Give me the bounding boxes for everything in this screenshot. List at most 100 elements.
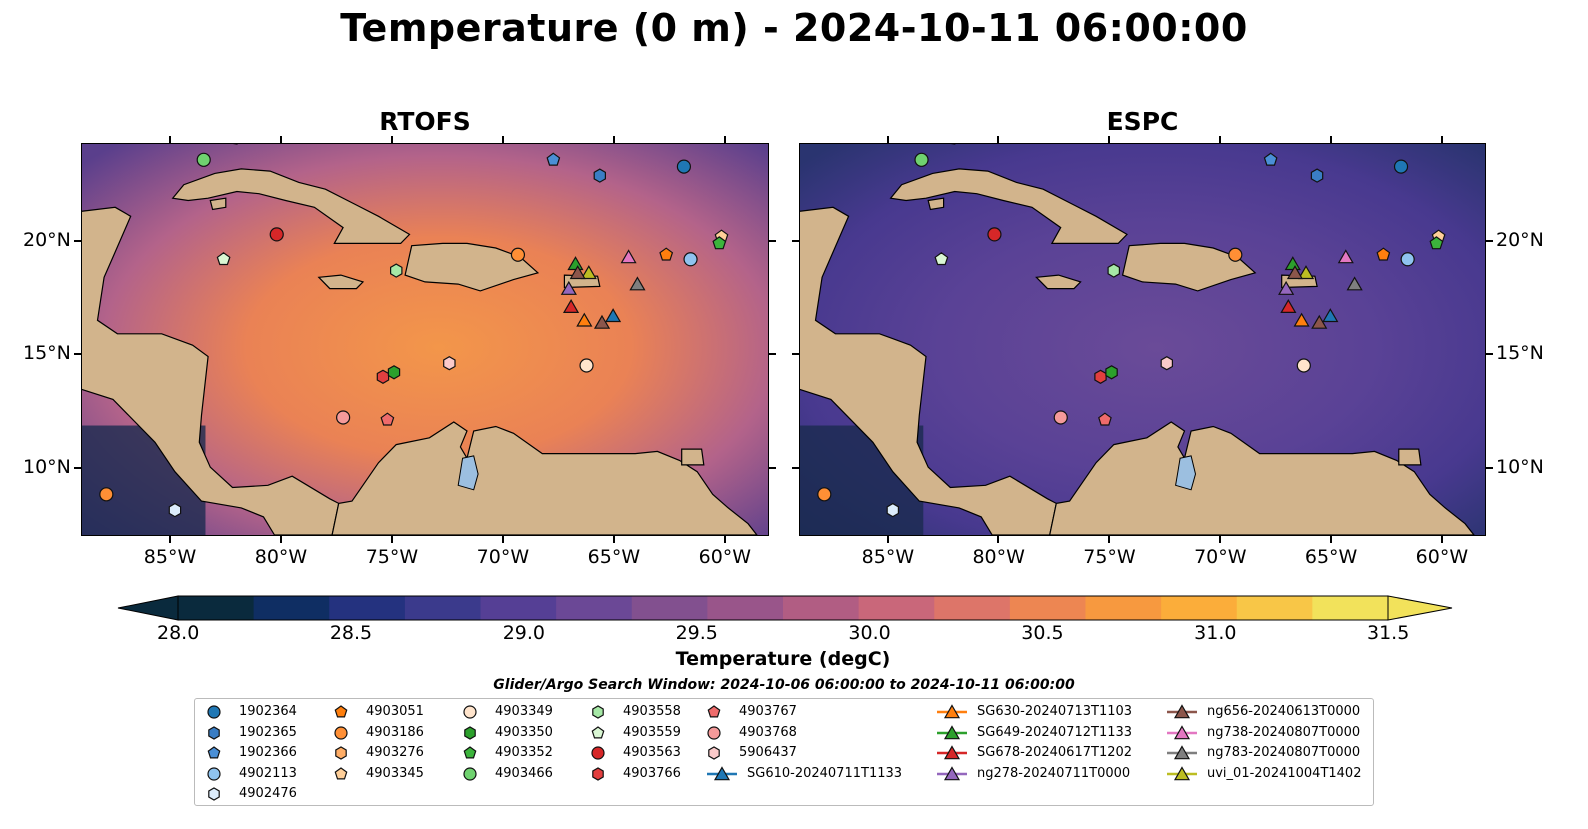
legend-symbol[interactable] <box>207 746 221 759</box>
x-tick-label: 85°W <box>861 546 915 568</box>
legend-marker-icon <box>591 725 605 738</box>
legend-symbol[interactable] <box>1173 765 1191 780</box>
observation-marker[interactable] <box>560 280 577 295</box>
observation-marker[interactable] <box>1296 358 1311 373</box>
observation-marker[interactable] <box>1429 236 1444 250</box>
legend-symbol[interactable] <box>463 766 477 781</box>
observation-marker[interactable] <box>510 247 526 262</box>
legend-symbol[interactable] <box>591 746 605 760</box>
observation-marker[interactable] <box>1098 412 1112 426</box>
legend-symbol[interactable] <box>463 746 477 759</box>
observation-marker[interactable] <box>99 487 114 502</box>
observation-marker[interactable] <box>216 252 231 266</box>
legend-symbol[interactable] <box>1173 704 1191 719</box>
observation-marker[interactable] <box>390 263 403 278</box>
observation-marker[interactable] <box>443 356 456 371</box>
observation-marker[interactable] <box>659 247 674 261</box>
legend-label: ng278-20240711T0000 <box>977 765 1131 781</box>
x-tick-label: 60°W <box>698 546 752 568</box>
legend-symbol[interactable] <box>463 705 477 719</box>
observation-marker[interactable] <box>817 487 832 502</box>
legend-symbol[interactable] <box>208 725 220 740</box>
observation-marker[interactable] <box>196 152 211 167</box>
legend-symbol[interactable] <box>207 766 221 781</box>
legend-symbol[interactable] <box>464 725 476 740</box>
legend-symbol[interactable] <box>707 705 721 718</box>
legend-symbol[interactable] <box>208 787 220 801</box>
observation-marker[interactable] <box>1053 410 1068 425</box>
observation-marker[interactable] <box>1376 247 1391 261</box>
observation-marker[interactable] <box>546 152 561 166</box>
legend-symbol[interactable] <box>1173 724 1191 739</box>
tick-mark <box>723 536 726 543</box>
observation-marker[interactable] <box>620 249 637 264</box>
legend-label: 4903352 <box>495 745 553 760</box>
legend-symbol[interactable] <box>943 704 961 719</box>
observation-marker[interactable] <box>1286 265 1304 280</box>
legend-symbol[interactable] <box>207 705 221 719</box>
observation-marker[interactable] <box>579 358 594 373</box>
observation-marker[interactable] <box>1393 159 1409 174</box>
observation-marker[interactable] <box>1400 252 1415 267</box>
map-panel-rtofs[interactable] <box>81 143 769 536</box>
observation-marker[interactable] <box>1228 247 1243 262</box>
observation-marker[interactable] <box>576 312 593 327</box>
x-tick-label: 85°W <box>143 546 197 568</box>
observation-marker[interactable] <box>580 265 597 280</box>
observation-marker[interactable] <box>1297 265 1315 280</box>
observation-marker[interactable] <box>886 502 900 518</box>
observation-marker[interactable] <box>1107 263 1120 278</box>
tick-mark <box>769 353 776 356</box>
observation-marker[interactable] <box>1278 280 1295 295</box>
observation-marker[interactable] <box>676 159 692 174</box>
observation-marker[interactable] <box>605 308 622 323</box>
legend-symbol[interactable] <box>334 725 348 740</box>
observation-marker[interactable] <box>683 252 698 267</box>
observation-marker[interactable] <box>914 152 929 167</box>
observation-marker[interactable] <box>1160 356 1173 371</box>
observation-marker[interactable] <box>569 265 586 280</box>
observation-marker[interactable] <box>934 252 949 266</box>
legend-symbol[interactable] <box>592 705 604 719</box>
observation-marker[interactable] <box>1322 308 1339 323</box>
observation-marker[interactable] <box>1346 276 1363 291</box>
map-panel-espc[interactable] <box>799 143 1486 536</box>
observation-marker[interactable] <box>387 365 401 380</box>
observation-marker[interactable] <box>1280 299 1297 313</box>
legend-symbol[interactable] <box>1173 745 1191 760</box>
observation-marker[interactable] <box>593 168 607 183</box>
legend-symbol[interactable] <box>707 725 721 740</box>
observation-marker[interactable] <box>336 410 351 425</box>
legend-symbol[interactable] <box>708 746 720 760</box>
observation-marker[interactable] <box>562 299 580 313</box>
legend-symbol[interactable] <box>943 765 961 780</box>
observation-marker[interactable] <box>269 227 284 242</box>
legend-label: 4903051 <box>366 704 424 719</box>
legend-label: ng738-20240807T0000 <box>1207 724 1361 740</box>
legend-symbol[interactable] <box>334 705 348 718</box>
legend-symbol[interactable] <box>943 745 961 760</box>
observation-marker[interactable] <box>1293 312 1310 327</box>
y-tick-label: 10°N <box>1496 455 1544 478</box>
observation-marker[interactable] <box>1310 168 1324 183</box>
observation-marker[interactable] <box>1337 249 1354 264</box>
legend-symbol[interactable] <box>591 725 605 738</box>
legend-symbol[interactable] <box>713 765 731 780</box>
legend-label: 1902364 <box>239 704 297 719</box>
legend-label: 4903186 <box>366 724 424 740</box>
y-tick-label: 15°N <box>23 342 71 365</box>
observation-marker[interactable] <box>168 502 182 518</box>
legend-symbol[interactable] <box>592 766 604 781</box>
observation-marker[interactable] <box>712 236 727 250</box>
observation-marker[interactable] <box>380 412 395 426</box>
tick-mark <box>1329 136 1332 143</box>
observation-marker[interactable] <box>987 227 1002 242</box>
observation-marker[interactable] <box>629 276 646 291</box>
legend-symbol[interactable] <box>334 766 348 779</box>
land-area <box>800 206 1057 535</box>
observation-marker[interactable] <box>1263 152 1278 166</box>
legend-symbol[interactable] <box>335 746 347 760</box>
legend-symbol[interactable] <box>943 724 961 739</box>
tick-mark <box>723 136 726 143</box>
observation-marker[interactable] <box>1105 365 1118 380</box>
